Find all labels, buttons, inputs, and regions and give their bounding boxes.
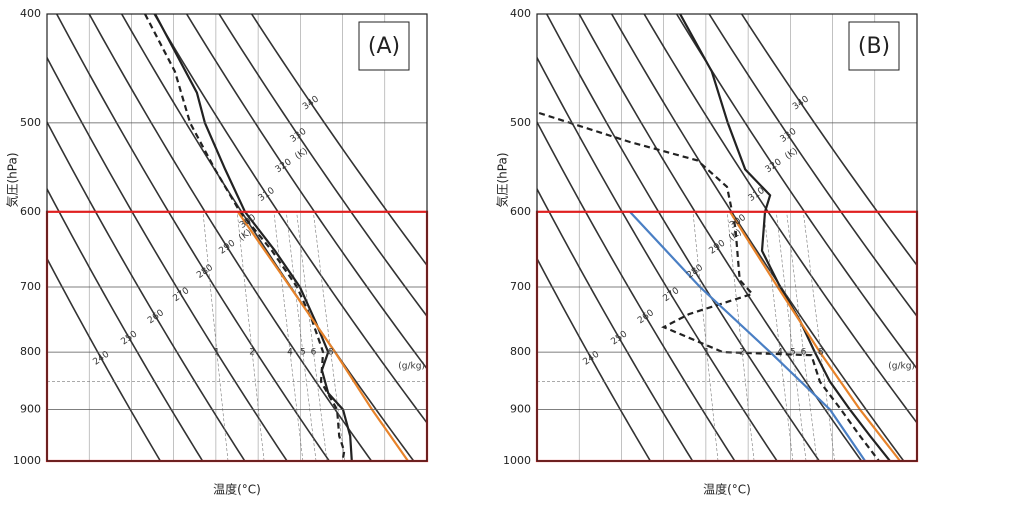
theta-label: 330 xyxy=(289,127,309,145)
dry-adiabat xyxy=(47,187,204,461)
mixing-ratio-unit: (g/kg) xyxy=(398,362,425,372)
y-tick-label: 500 xyxy=(20,116,41,129)
panel-label: (B) xyxy=(858,34,890,59)
theta-label: 280 xyxy=(195,263,215,281)
dry-adiabat xyxy=(250,14,427,267)
mixing-ratio-label: 8 xyxy=(328,348,334,358)
theta-label: 280 xyxy=(685,263,705,281)
theta-label: 270 xyxy=(661,286,681,304)
theta-label: 330 xyxy=(779,127,799,145)
plot-area xyxy=(47,14,427,461)
y-tick-label: 700 xyxy=(510,280,531,293)
y-tick-label: 500 xyxy=(510,116,531,129)
mixing-ratio-label: 2 xyxy=(739,348,745,358)
dry-adiabat xyxy=(153,14,427,425)
mixing-ratio-line xyxy=(763,211,794,461)
y-tick-label: 800 xyxy=(20,345,41,358)
y-tick-label: 700 xyxy=(20,280,41,293)
y-tick-label: 600 xyxy=(510,205,531,218)
dry-adiabat xyxy=(56,14,330,461)
theta-label: 320 xyxy=(764,157,784,175)
mixing-ratio-label: 5 xyxy=(300,348,306,358)
plot-frame xyxy=(46,13,428,462)
y-axis-title: 気圧(hPa) xyxy=(5,152,20,207)
mixing-ratio-line xyxy=(236,211,265,461)
dry-adiabat xyxy=(218,14,427,318)
dry-adiabat xyxy=(546,14,820,461)
mixing-ratio-label: 4 xyxy=(777,348,783,358)
plot-area xyxy=(537,14,917,461)
x-axis-title: 温度(°C) xyxy=(213,482,261,497)
theta-label: 320 xyxy=(274,157,294,175)
profile-line xyxy=(144,14,346,461)
theta-label: 290 xyxy=(708,238,728,256)
theta-label: 310 xyxy=(257,186,277,204)
panel-label: (A) xyxy=(368,34,400,59)
dry-adiabat xyxy=(537,120,736,461)
mixing-ratio-line xyxy=(273,211,304,461)
mixing-ratio-line xyxy=(726,211,755,461)
theta-label: 260 xyxy=(146,308,166,326)
plot-frame xyxy=(536,13,918,462)
y-tick-label: 1000 xyxy=(503,454,531,467)
panel-label-box xyxy=(848,21,900,71)
panel: 4005006007008009001000240250260270280290… xyxy=(495,7,919,497)
theta-label: 270 xyxy=(171,286,191,304)
theta-label: 250 xyxy=(609,329,629,347)
panel: 4005006007008009001000240250260270280290… xyxy=(5,7,429,497)
mixing-ratio-label: 6 xyxy=(801,348,807,358)
mixing-ratio-label: 1 xyxy=(704,348,710,358)
mixing-ratio-label: 2 xyxy=(249,348,255,358)
y-tick-label: 600 xyxy=(20,205,41,218)
mixing-ratio-unit: (g/kg) xyxy=(888,362,915,372)
dry-adiabat xyxy=(643,14,917,425)
theta-label: 290 xyxy=(218,238,238,256)
highlight-box xyxy=(45,210,429,463)
mixing-ratio-label: 1 xyxy=(214,348,220,358)
dry-adiabat xyxy=(47,120,246,461)
y-tick-label: 800 xyxy=(510,345,531,358)
y-tick-label: 400 xyxy=(20,7,41,20)
dry-adiabat xyxy=(708,14,917,318)
theta-label: 340 xyxy=(301,94,321,112)
x-axis-title: 温度(°C) xyxy=(703,482,751,497)
dry-adiabat xyxy=(537,256,652,461)
profile-line xyxy=(679,14,891,461)
panel-label-box xyxy=(358,21,410,71)
y-tick-label: 1000 xyxy=(13,454,41,467)
y-tick-label: 900 xyxy=(20,403,41,416)
profile-line xyxy=(538,111,880,461)
profile-line xyxy=(154,14,353,461)
dry-adiabat xyxy=(537,187,694,461)
y-tick-label: 900 xyxy=(510,403,531,416)
mixing-ratio-label: 5 xyxy=(790,348,796,358)
theta-label: 250 xyxy=(119,329,139,347)
theta-label: 340 xyxy=(791,94,811,112)
dry-adiabat xyxy=(740,14,917,267)
y-tick-label: 400 xyxy=(510,7,531,20)
y-axis-title: 気圧(hPa) xyxy=(495,152,510,207)
dry-adiabat xyxy=(47,256,162,461)
profile-line xyxy=(236,211,409,461)
theta-label: 260 xyxy=(636,308,656,326)
mixing-ratio-label: 6 xyxy=(311,348,317,358)
mixing-ratio-label: 4 xyxy=(287,348,293,358)
mixing-ratio-label: 8 xyxy=(818,348,824,358)
